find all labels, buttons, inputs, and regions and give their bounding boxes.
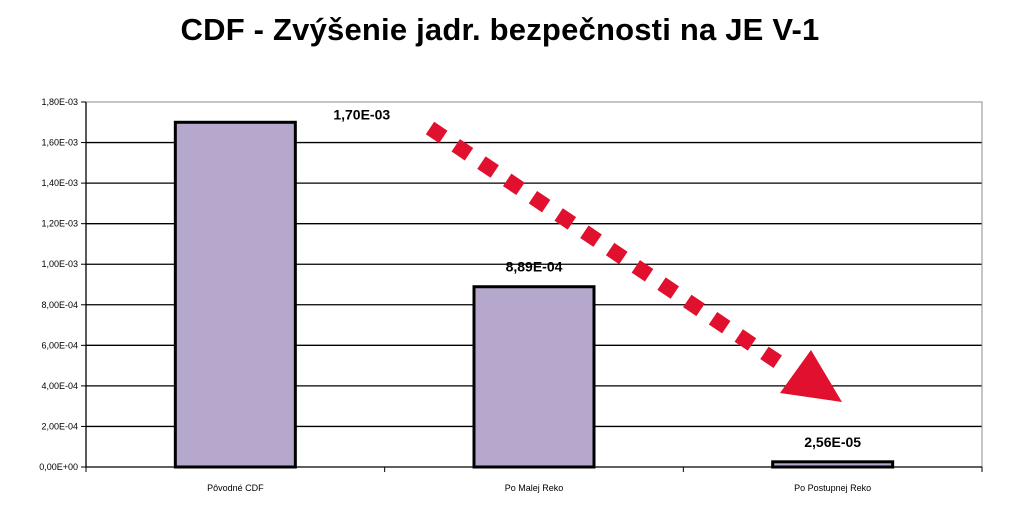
category-labels: Pôvodné CDF Po Malej Reko Po Postupnej Rek… — [207, 483, 871, 493]
bar — [173, 120, 297, 469]
y-tick-label: 4,00E-04 — [41, 381, 78, 391]
y-tick-label: 1,40E-03 — [41, 178, 78, 188]
y-tick-label: 0,00E+00 — [39, 462, 78, 472]
bars — [173, 120, 895, 469]
y-tick-label: 1,00E-03 — [41, 259, 78, 269]
y-tick-labels: 0,00E+00 2,00E-04 4,00E-04 6,00E-04 8,00E-04… — [39, 97, 78, 472]
data-labels: 1,70E-03 8,89E-04 2,56E-05 — [333, 106, 861, 450]
y-tick-label: 2,00E-04 — [41, 421, 78, 431]
bar — [771, 460, 895, 469]
chart-title: CDF - Zvýšenie jadr. bezpečnosti na JE V… — [180, 12, 820, 47]
bar — [472, 285, 596, 469]
category-label: Pôvodné CDF — [207, 483, 264, 493]
y-tick-label: 8,00E-04 — [41, 300, 78, 310]
data-label: 2,56E-05 — [804, 434, 861, 450]
y-tick-label: 6,00E-04 — [41, 340, 78, 350]
trend-arrow-head — [780, 350, 842, 402]
category-label: Po Postupnej Reko — [794, 483, 871, 493]
trend-arrow — [425, 121, 842, 402]
axes — [81, 101, 983, 472]
data-label: 8,89E-04 — [506, 259, 563, 275]
y-tick-label: 1,80E-03 — [41, 97, 78, 107]
category-label: Po Malej Reko — [505, 483, 564, 493]
y-tick-label: 1,20E-03 — [41, 219, 78, 229]
trend-arrow-shaft — [425, 121, 795, 377]
y-tick-label: 1,60E-03 — [41, 138, 78, 148]
data-label: 1,70E-03 — [333, 106, 390, 122]
